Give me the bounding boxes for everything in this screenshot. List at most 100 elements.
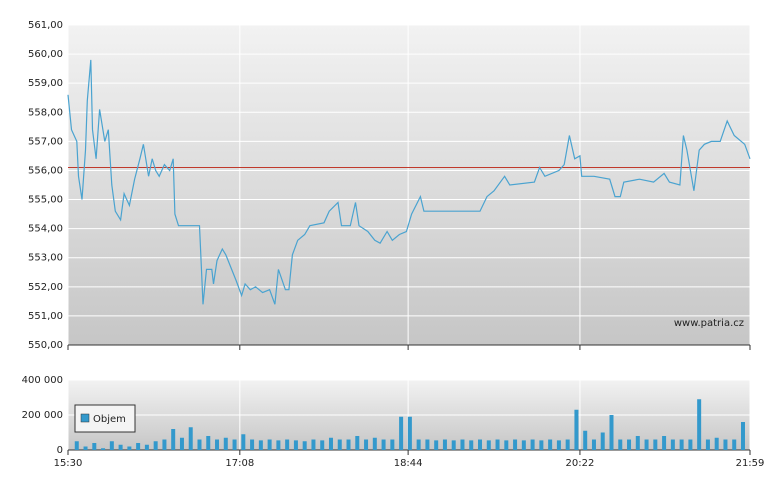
volume-bar bbox=[697, 399, 702, 450]
volume-bar bbox=[574, 409, 579, 450]
volume-bar bbox=[311, 439, 316, 450]
volume-bar bbox=[118, 444, 123, 450]
volume-bar bbox=[530, 439, 535, 450]
volume-bar bbox=[101, 448, 106, 450]
volume-bar bbox=[618, 439, 623, 450]
volume-bar bbox=[653, 439, 658, 450]
volume-bar bbox=[591, 439, 596, 450]
volume-bar bbox=[434, 440, 439, 450]
x-tick-label: 18:44 bbox=[394, 458, 423, 469]
volume-bar bbox=[355, 436, 360, 450]
volume-bar bbox=[565, 439, 570, 450]
volume-bar bbox=[337, 439, 342, 450]
volume-bar bbox=[232, 439, 237, 450]
volume-bar bbox=[241, 434, 246, 450]
y-tick-label: 557,00 bbox=[28, 136, 63, 147]
y-tick-label: 550,00 bbox=[28, 340, 63, 351]
volume-bar bbox=[723, 439, 728, 450]
volume-bar bbox=[539, 440, 544, 450]
legend-label: Objem bbox=[93, 414, 126, 425]
volume-bar bbox=[127, 446, 132, 450]
volume-bar bbox=[285, 439, 290, 450]
volume-bar bbox=[109, 441, 114, 450]
volume-bar bbox=[486, 440, 491, 450]
volume-bar bbox=[381, 439, 386, 450]
volume-bar bbox=[451, 440, 456, 450]
volume-bar bbox=[478, 439, 483, 450]
volume-bar bbox=[442, 439, 447, 450]
volume-bar bbox=[416, 439, 421, 450]
y-tick-label: 0 bbox=[57, 445, 63, 456]
volume-bar bbox=[407, 416, 412, 450]
volume-bar bbox=[662, 436, 667, 450]
legend-box bbox=[74, 404, 136, 433]
y-tick-label: 556,00 bbox=[28, 165, 63, 176]
y-tick-label: 553,00 bbox=[28, 253, 63, 264]
y-tick-label: 558,00 bbox=[28, 107, 63, 118]
volume-bar bbox=[635, 436, 640, 450]
legend-swatch bbox=[80, 413, 90, 423]
volume-bar bbox=[705, 439, 710, 450]
volume-bar bbox=[215, 439, 220, 450]
price-plot-area bbox=[68, 25, 750, 345]
y-tick-label: 561,00 bbox=[28, 20, 63, 31]
price-line bbox=[67, 59, 751, 305]
x-tick-label: 21:59 bbox=[736, 458, 765, 469]
volume-bar bbox=[688, 439, 693, 450]
volume-bar bbox=[258, 440, 263, 450]
volume-bar bbox=[495, 439, 500, 450]
volume-bar bbox=[188, 427, 193, 450]
y-tick-label: 400 000 bbox=[22, 375, 63, 386]
x-tick-label: 17:08 bbox=[225, 458, 254, 469]
volume-bar bbox=[460, 439, 465, 450]
volume-bar bbox=[171, 429, 176, 450]
volume-bar bbox=[732, 439, 737, 450]
volume-bar bbox=[162, 439, 167, 450]
volume-bar bbox=[469, 440, 474, 450]
volume-bar bbox=[346, 439, 351, 450]
volume-bar bbox=[644, 439, 649, 450]
volume-bar bbox=[670, 439, 675, 450]
volume-bar bbox=[504, 440, 509, 450]
volume-bar bbox=[609, 415, 614, 450]
y-tick-label: 200 000 bbox=[22, 410, 63, 421]
volume-bar bbox=[136, 443, 141, 450]
x-tick-label: 20:22 bbox=[566, 458, 595, 469]
volume-bar bbox=[302, 441, 307, 450]
volume-bar bbox=[627, 439, 632, 450]
y-tick-label: 559,00 bbox=[28, 78, 63, 89]
watermark: www.patria.cz bbox=[674, 318, 744, 329]
y-tick-label: 554,00 bbox=[28, 224, 63, 235]
volume-bar bbox=[74, 441, 79, 450]
volume-bar bbox=[223, 437, 228, 450]
y-tick-label: 555,00 bbox=[28, 195, 63, 206]
volume-bar bbox=[390, 439, 395, 450]
volume-bar bbox=[521, 440, 526, 450]
volume-bar bbox=[250, 439, 255, 450]
volume-bar bbox=[600, 432, 605, 450]
volume-bar bbox=[276, 440, 281, 450]
volume-bar bbox=[197, 439, 202, 450]
y-tick-label: 552,00 bbox=[28, 282, 63, 293]
y-tick-label: 560,00 bbox=[28, 49, 63, 60]
volume-bar bbox=[513, 439, 518, 450]
volume-bar bbox=[399, 416, 404, 450]
volume-bar bbox=[714, 437, 719, 450]
volume-bar bbox=[556, 440, 561, 450]
volume-bar bbox=[267, 439, 272, 450]
volume-bar bbox=[425, 439, 430, 450]
volume-bar bbox=[364, 439, 369, 450]
x-tick-label: 15:30 bbox=[54, 458, 83, 469]
volume-bar bbox=[144, 444, 149, 450]
volume-bar bbox=[179, 437, 184, 450]
volume-bar bbox=[153, 441, 158, 450]
volume-bar bbox=[293, 440, 298, 450]
volume-bar bbox=[583, 430, 588, 450]
volume-bar bbox=[320, 440, 325, 450]
volume-bar bbox=[206, 436, 211, 450]
volume-bar bbox=[328, 437, 333, 450]
volume-bar bbox=[92, 443, 97, 450]
volume-bar bbox=[372, 437, 377, 450]
volume-bar bbox=[740, 422, 745, 450]
